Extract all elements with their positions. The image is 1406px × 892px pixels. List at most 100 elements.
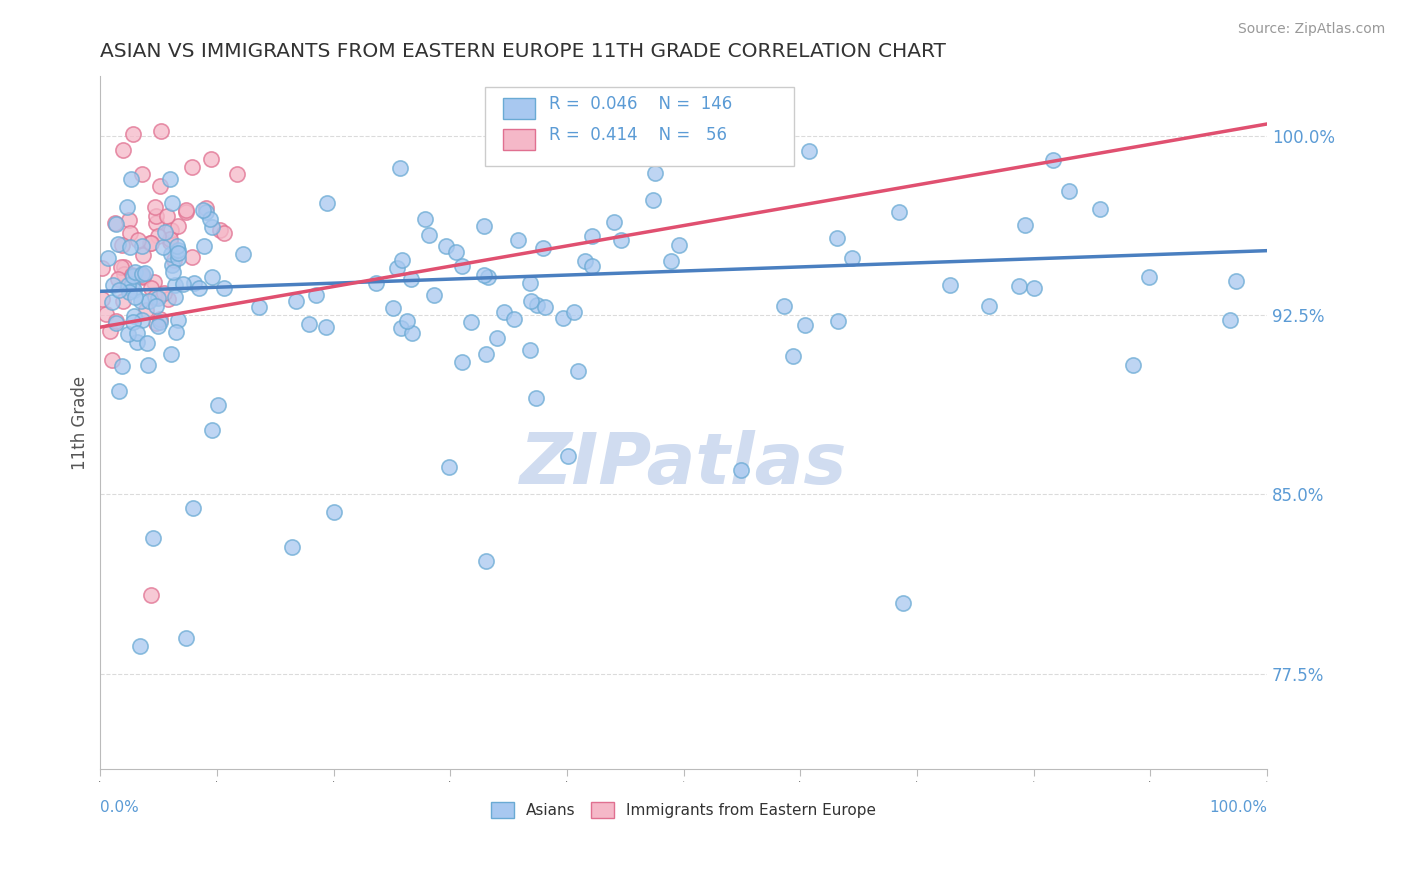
Point — [100, 295, 122, 310]
Point — [226, 167, 249, 181]
Point — [494, 305, 516, 319]
Point — [200, 153, 222, 167]
Point — [797, 144, 820, 158]
Point — [124, 265, 146, 279]
Point — [641, 193, 664, 207]
Point — [191, 203, 214, 218]
Point — [603, 215, 626, 229]
Point — [104, 216, 127, 230]
FancyBboxPatch shape — [503, 98, 536, 120]
Point — [159, 232, 181, 246]
Point — [212, 227, 235, 241]
Point — [124, 269, 146, 284]
Point — [152, 285, 174, 300]
Point — [1122, 359, 1144, 373]
Point — [201, 219, 224, 234]
FancyBboxPatch shape — [503, 129, 536, 151]
Point — [150, 124, 173, 138]
Point — [90, 292, 112, 306]
Point — [111, 238, 134, 252]
Point — [172, 277, 194, 291]
Point — [1088, 202, 1111, 216]
Point — [581, 229, 603, 244]
Point — [145, 316, 167, 330]
Point — [165, 278, 187, 293]
Point — [557, 449, 579, 463]
Point — [105, 314, 128, 328]
Point — [132, 270, 155, 285]
Point — [160, 347, 183, 361]
Point — [395, 314, 418, 328]
Point — [135, 303, 157, 318]
Point — [98, 324, 121, 338]
Point — [118, 285, 141, 299]
Point — [139, 281, 162, 295]
Point — [730, 463, 752, 477]
Point — [127, 334, 149, 349]
Point — [153, 225, 176, 239]
Point — [773, 300, 796, 314]
Point — [323, 505, 346, 519]
Point — [201, 270, 224, 285]
Point — [131, 312, 153, 326]
Point — [1225, 274, 1247, 288]
Point — [298, 318, 321, 332]
Point — [167, 246, 190, 260]
Point — [486, 331, 509, 345]
Point — [100, 352, 122, 367]
Point — [183, 277, 205, 291]
Point — [413, 211, 436, 226]
Point — [134, 266, 156, 280]
Text: R =  0.414    N =   56: R = 0.414 N = 56 — [550, 126, 727, 145]
Point — [193, 239, 215, 253]
Point — [503, 312, 526, 326]
Point — [167, 313, 190, 327]
Point — [107, 272, 129, 286]
Point — [181, 161, 204, 175]
Point — [444, 245, 467, 260]
Point — [105, 316, 128, 330]
Point — [142, 275, 165, 289]
Point — [315, 319, 337, 334]
Point — [460, 315, 482, 329]
Point — [195, 205, 218, 219]
Point — [281, 540, 304, 554]
Point — [162, 196, 184, 211]
Point — [434, 239, 457, 253]
Point — [553, 310, 575, 325]
Point — [1022, 281, 1045, 295]
Point — [97, 252, 120, 266]
Point — [112, 293, 135, 308]
Point — [121, 268, 143, 282]
Point — [156, 292, 179, 306]
Point — [145, 299, 167, 313]
Point — [181, 250, 204, 264]
Point — [127, 233, 149, 247]
Legend: Asians, Immigrants from Eastern Europe: Asians, Immigrants from Eastern Europe — [485, 796, 883, 824]
Point — [160, 223, 183, 237]
Point — [124, 283, 146, 297]
Point — [139, 235, 162, 250]
Point — [149, 311, 172, 326]
Point — [145, 209, 167, 223]
Point — [418, 227, 440, 242]
Point — [423, 287, 446, 301]
Point — [122, 128, 145, 142]
Point — [124, 290, 146, 304]
Point — [118, 240, 141, 254]
Point — [163, 253, 186, 268]
Point — [146, 319, 169, 334]
Point — [160, 258, 183, 272]
Point — [118, 213, 141, 227]
Point — [152, 240, 174, 254]
Point — [1057, 184, 1080, 198]
Point — [841, 251, 863, 265]
Point — [142, 531, 165, 545]
Point — [1014, 218, 1036, 232]
Point — [534, 300, 557, 314]
Text: ZIPatlas: ZIPatlas — [520, 430, 848, 499]
Point — [201, 423, 224, 437]
Point — [90, 261, 112, 276]
Point — [120, 171, 142, 186]
Point — [118, 226, 141, 240]
